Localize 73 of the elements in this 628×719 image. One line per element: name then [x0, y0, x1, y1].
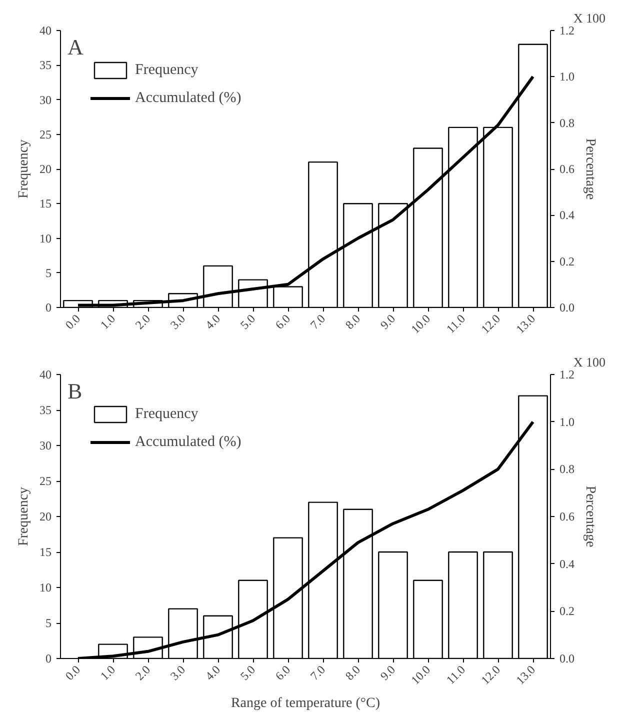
x-tick-label: 4.0: [202, 312, 223, 332]
x-tick-label: 9.0: [377, 662, 398, 684]
y-tick-label: 10: [40, 580, 52, 594]
y2-tick-label: 1.2: [560, 368, 574, 382]
legend-label: Accumulated (%): [135, 90, 242, 106]
x-tick-label: 12.0: [478, 312, 503, 336]
y-tick-label: 0: [46, 652, 52, 666]
y-tick-label: 20: [40, 510, 52, 524]
y2-tick-label: 1.0: [560, 414, 574, 429]
y2-axis-title: Percentage: [582, 138, 598, 200]
text: X 100: [573, 354, 606, 370]
y2-tick-label: 0.6: [560, 510, 574, 524]
y-tick-label: 35: [40, 58, 52, 72]
x-tick-label: 5.0: [237, 662, 258, 684]
y-tick-label: 0: [46, 300, 52, 314]
x-tick-label: 10.0: [408, 662, 433, 688]
y2-axis-title: Percentage: [582, 486, 598, 548]
x-tick-label: 8.0: [342, 312, 363, 332]
y2-tick-label: 0.4: [560, 208, 574, 222]
y2-tick-label: 0.2: [560, 254, 574, 268]
text: X 100: [573, 10, 606, 26]
x-tick-label: 2.0: [132, 312, 153, 332]
y2-tick-label: 0.6: [560, 162, 574, 176]
y2-tick-label: 1.2: [560, 24, 574, 38]
x-tick-label: 6.0: [272, 662, 293, 684]
x-axis-title: Range of temperature (°C): [230, 696, 380, 712]
y-tick-label: 5: [46, 266, 52, 280]
x-tick-label: 6.0: [272, 312, 293, 332]
x-tick-label: 13.0: [513, 662, 538, 688]
x-tick-label: 10.0: [408, 312, 433, 336]
x-tick-label: 1.0: [97, 662, 118, 684]
y-tick-label: 40: [40, 368, 52, 382]
x-tick-label: 4.0: [202, 662, 223, 684]
x-tick-label: 9.0: [377, 312, 398, 332]
x-tick-label: 0.0: [62, 312, 83, 332]
y-tick-label: 25: [40, 474, 52, 488]
y2-tick-label: 0.8: [560, 462, 574, 476]
x-tick-label: 5.0: [237, 312, 258, 332]
x-tick-label: 1.0: [97, 312, 118, 332]
y2-tick-label: 1.0: [560, 70, 574, 84]
y-tick-label: 30: [40, 92, 52, 107]
x-tick-label: 2.0: [132, 662, 153, 684]
chart-title: B: [68, 378, 82, 404]
chart-title: A: [68, 34, 84, 60]
x-tick-label: 12.0: [478, 662, 503, 688]
x-tick-label: 11.0: [444, 312, 468, 336]
y-axis-title: Frequency: [16, 486, 32, 546]
y2-tick-label: 0.0: [560, 652, 574, 666]
legend-label: Frequency: [135, 62, 198, 78]
y2-tick-label: 0.8: [560, 116, 574, 130]
x-tick-label: 13.0: [513, 312, 538, 336]
y2-tick-label: 0.0: [560, 300, 574, 314]
y-tick-label: 10: [40, 231, 52, 246]
x-tick-label: 7.0: [307, 662, 328, 684]
y-tick-label: 5: [46, 616, 52, 630]
y-axis-title: Frequency: [16, 139, 32, 199]
y-tick-label: 15: [40, 196, 52, 211]
x-tick-label: 11.0: [444, 662, 468, 687]
y-tick-label: 30: [40, 438, 52, 452]
legend-label: Frequency: [135, 406, 198, 422]
x-tick-label: 7.0: [307, 312, 328, 332]
y-tick-label: 40: [40, 24, 52, 38]
legend-label: Accumulated (%): [135, 434, 242, 450]
x-tick-label: 3.0: [167, 662, 188, 684]
y-tick-label: 15: [40, 545, 52, 559]
y2-tick-label: 0.2: [560, 604, 574, 618]
y-tick-label: 20: [40, 162, 52, 176]
y-tick-label: 35: [40, 403, 52, 417]
y2-tick-label: 0.4: [560, 556, 574, 571]
y-tick-label: 25: [40, 127, 52, 142]
x-tick-label: 8.0: [342, 662, 363, 684]
x-tick-label: 3.0: [167, 312, 188, 332]
x-tick-label: 0.0: [62, 662, 83, 684]
